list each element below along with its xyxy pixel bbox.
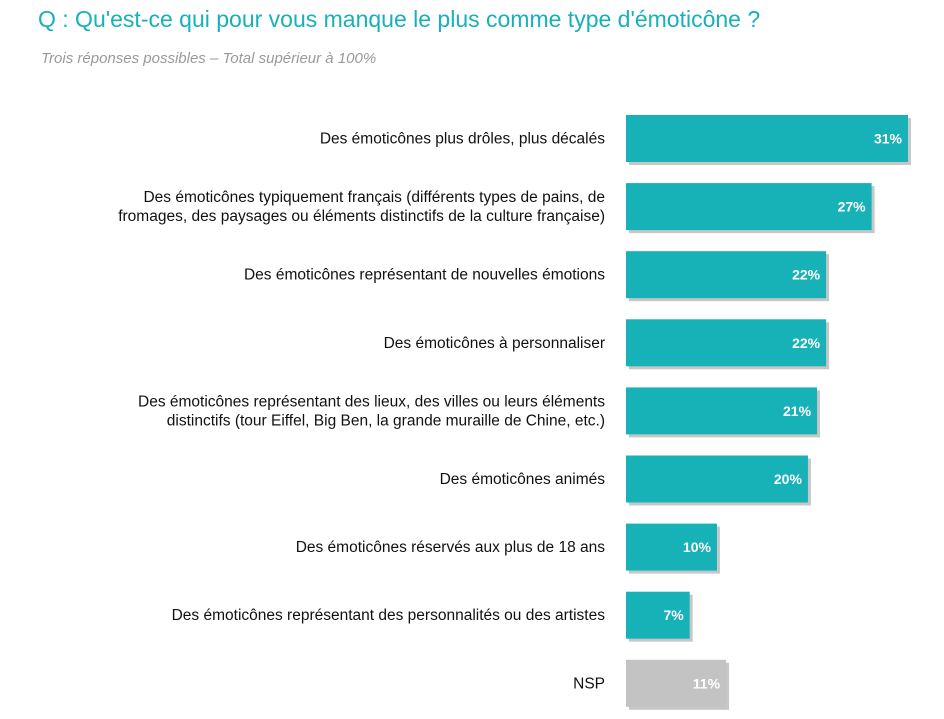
category-label: Des émoticônes plus drôles, plus décalés — [320, 131, 605, 148]
bar-row: 27% Des émoticônes typiquement français (… — [118, 183, 875, 234]
bar-value-label: 11% — [693, 675, 721, 691]
bar-value-label: 22% — [792, 267, 821, 283]
bar-value-label: 27% — [838, 199, 867, 215]
bar-row: 7% Des émoticônes représentant des person… — [172, 591, 693, 642]
category-label: fromages, des paysages ou éléments disti… — [118, 208, 605, 225]
bar — [626, 455, 808, 503]
bar — [626, 523, 717, 571]
bar-value-label: 20% — [774, 471, 803, 487]
bar-value-label: 7% — [663, 607, 684, 623]
bar-row: 22% Des émoticônes représentant de nouvel… — [244, 251, 830, 302]
bar — [626, 183, 872, 231]
bar-value-label: 10% — [683, 539, 712, 555]
bar-value-label: 31% — [874, 131, 903, 147]
bar-row: 20% Des émoticônes animés — [440, 455, 811, 506]
category-label: Des émoticônes représentant des lieux, d… — [138, 393, 605, 410]
bar — [626, 319, 827, 367]
category-label: Des émoticônes représentant de nouvelles… — [244, 267, 605, 284]
category-label: NSP — [573, 675, 605, 692]
bar — [626, 387, 818, 435]
bar-value-label: 22% — [792, 335, 821, 351]
bar — [626, 659, 727, 707]
category-label: distinctifs (tour Eiffel, Big Ben, la gr… — [167, 412, 605, 429]
bar — [626, 591, 690, 639]
bar-value-label: 21% — [783, 403, 812, 419]
category-label: Des émoticônes typiquement français (dif… — [143, 189, 605, 206]
category-label: Des émoticônes représentant des personna… — [172, 607, 606, 624]
bar — [626, 115, 908, 162]
bar — [626, 251, 827, 299]
bar-row: 31% Des émoticônes plus drôles, plus déca… — [320, 115, 911, 165]
page-title: Q : Qu'est-ce qui pour vous manque le pl… — [38, 6, 761, 32]
bar-row: 22% Des émoticônes à personnaliser — [384, 319, 830, 370]
category-label: Des émoticônes à personnaliser — [384, 335, 605, 352]
category-label: Des émoticônes réservés aux plus de 18 a… — [296, 539, 606, 556]
bar-row: 11% NSP — [573, 659, 730, 710]
page-subtitle: Trois réponses possibles – Total supérie… — [41, 50, 377, 67]
bar-row: 21% Des émoticônes représentant des lieux… — [138, 387, 821, 438]
category-label: Des émoticônes animés — [440, 471, 606, 488]
bar-row: 10% Des émoticônes réservés aux plus de 1… — [296, 523, 720, 574]
